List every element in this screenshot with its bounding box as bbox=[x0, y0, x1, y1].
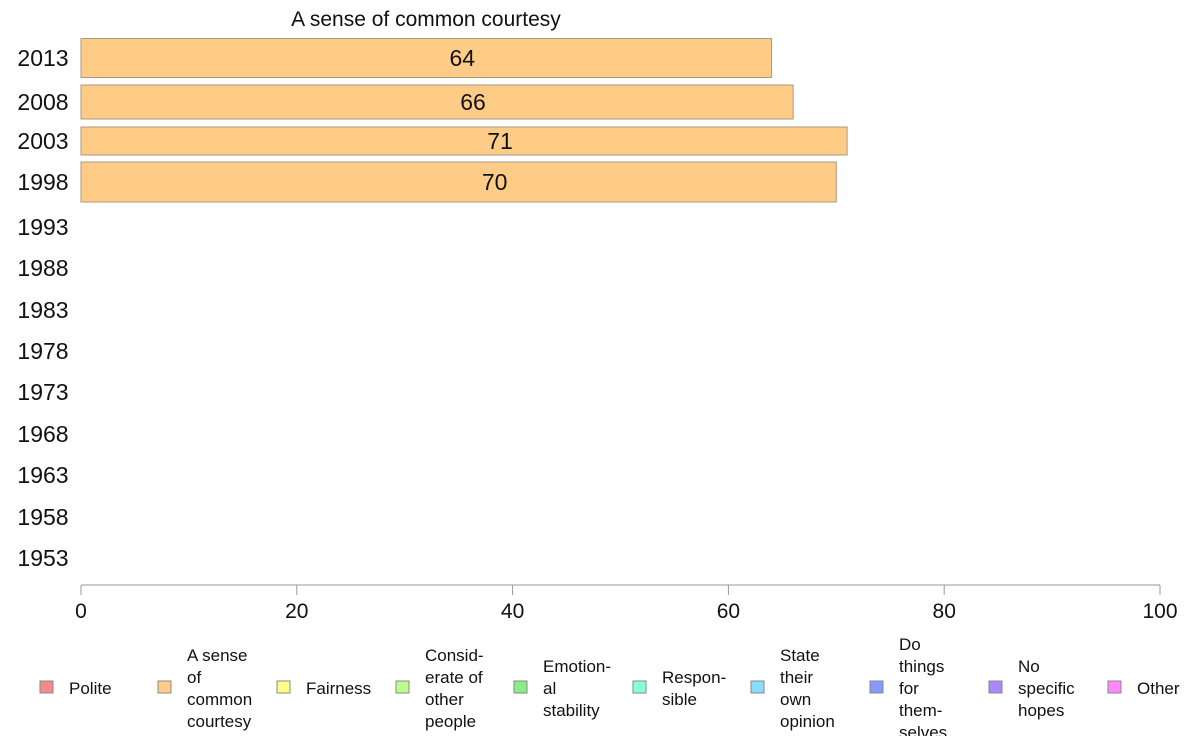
year-label: 1953 bbox=[17, 545, 68, 571]
legend-label: Fairness bbox=[306, 679, 371, 698]
year-label: 2003 bbox=[17, 128, 68, 154]
chart-title: A sense of common courtesy bbox=[291, 8, 561, 31]
legend-swatch bbox=[276, 680, 291, 694]
x-tick-label: 80 bbox=[933, 600, 956, 623]
year-labels: 2013 2008 2003 1998 1993 1988 1983 1978 1973 1968… bbox=[17, 45, 68, 571]
year-label: 2008 bbox=[17, 89, 68, 115]
year-label: 1993 bbox=[17, 214, 68, 240]
year-label: 1978 bbox=[17, 338, 68, 364]
legend-swatch bbox=[632, 680, 647, 694]
legend-swatch bbox=[39, 680, 54, 694]
legend-label: Consid-erate of other people bbox=[425, 646, 484, 731]
year-label: 1988 bbox=[17, 255, 68, 281]
bar-value-label: 70 bbox=[482, 169, 508, 195]
legend-label: Emotion-al stability bbox=[543, 657, 611, 720]
legend-label: A sense of common courtesy bbox=[187, 646, 252, 731]
legend: Polite A sense of common courtesy Fairness Con… bbox=[39, 635, 1180, 736]
legend-label: Other bbox=[1137, 679, 1180, 698]
legend-label: State their own opinion bbox=[780, 646, 835, 731]
bar bbox=[80, 126, 848, 156]
x-tick-label: 0 bbox=[75, 600, 87, 623]
x-tick-label: 100 bbox=[1142, 600, 1177, 623]
year-label: 1963 bbox=[17, 462, 68, 488]
legend-swatch bbox=[1107, 680, 1122, 694]
legend-label: Respon-sible bbox=[662, 668, 726, 709]
year-label: 1958 bbox=[17, 504, 68, 530]
legend-swatch bbox=[869, 680, 884, 694]
x-axis: 0 20 40 60 80 100 bbox=[75, 584, 1178, 623]
bar bbox=[80, 84, 794, 120]
x-tick-label: 20 bbox=[285, 600, 308, 623]
bar-value-label: 66 bbox=[460, 89, 486, 115]
bar bbox=[80, 161, 837, 203]
year-label: 2013 bbox=[17, 45, 68, 71]
bar-value-label: 64 bbox=[449, 45, 475, 71]
x-tick-label: 60 bbox=[717, 600, 740, 623]
legend-swatch bbox=[513, 680, 528, 694]
legend-swatch bbox=[395, 680, 410, 694]
year-label: 1968 bbox=[17, 421, 68, 447]
bar bbox=[80, 38, 773, 78]
legend-label: Do things for them-selves bbox=[899, 635, 947, 736]
x-tick-label: 40 bbox=[501, 600, 524, 623]
year-label: 1998 bbox=[17, 169, 68, 195]
year-label: 1973 bbox=[17, 379, 68, 405]
legend-label: No specific hopes bbox=[1018, 657, 1075, 720]
bar-value-label: 71 bbox=[487, 128, 513, 154]
legend-swatch bbox=[988, 680, 1003, 694]
legend-swatch bbox=[750, 680, 765, 694]
legend-label: Polite bbox=[69, 679, 112, 698]
legend-swatch bbox=[157, 680, 172, 694]
year-label: 1983 bbox=[17, 297, 68, 323]
